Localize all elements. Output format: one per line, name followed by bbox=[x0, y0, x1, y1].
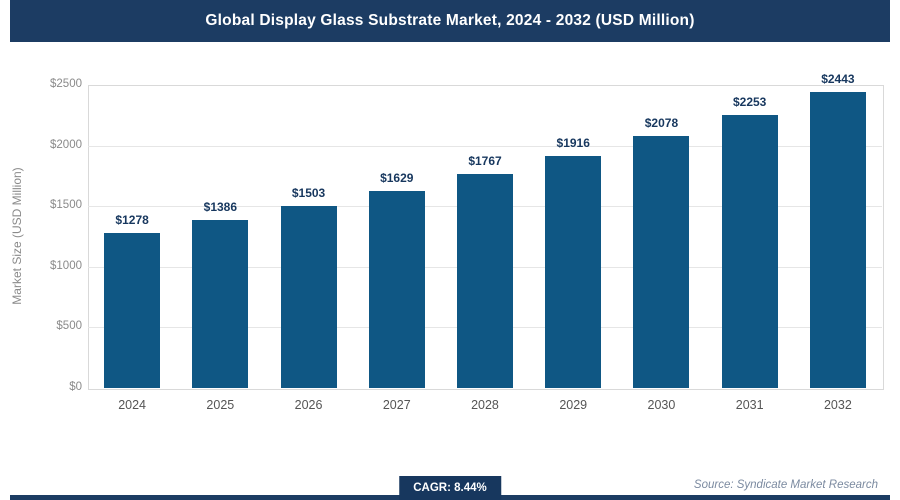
x-tick-label: 2026 bbox=[294, 398, 323, 412]
bar bbox=[192, 220, 249, 388]
bar bbox=[633, 136, 690, 388]
x-tick-label: 2028 bbox=[471, 398, 499, 412]
gridline bbox=[88, 145, 882, 147]
x-tick-label: 2029 bbox=[559, 398, 588, 412]
chart-title-bar: Global Display Glass Substrate Market, 2… bbox=[10, 0, 890, 42]
bar-value-label: $1278 bbox=[115, 213, 149, 228]
source-text: Source: Syndicate Market Research bbox=[693, 479, 878, 491]
y-tick-label: $0 bbox=[69, 381, 82, 393]
y-tick-label: $500 bbox=[56, 320, 82, 333]
y-tick-label: $1500 bbox=[50, 199, 82, 212]
bar-value-label: $1916 bbox=[556, 135, 590, 150]
y-tick-label: $2500 bbox=[50, 78, 82, 90]
cagr-label: CAGR: 8.44% bbox=[413, 482, 487, 494]
cagr-badge: CAGR: 8.44% bbox=[399, 476, 501, 500]
x-tick-label: 2027 bbox=[382, 398, 411, 412]
x-tick-label: 2030 bbox=[647, 398, 676, 412]
bar-value-label: $1503 bbox=[291, 185, 326, 200]
bar-value-label: $2253 bbox=[732, 94, 767, 109]
bar bbox=[809, 91, 866, 388]
bar bbox=[457, 173, 513, 388]
bar-value-label: $2443 bbox=[821, 71, 855, 86]
bar bbox=[545, 155, 602, 388]
x-tick-label: 2031 bbox=[735, 398, 764, 412]
y-tick-label: $2000 bbox=[50, 138, 82, 151]
y-axis-title: Market Size (USD Million) bbox=[10, 167, 24, 305]
y-tick-label: $1000 bbox=[50, 259, 82, 272]
bar-value-label: $1386 bbox=[203, 200, 238, 215]
x-tick-label: 2032 bbox=[823, 398, 852, 412]
bar bbox=[721, 114, 778, 388]
bar bbox=[104, 233, 161, 388]
chart-title: Global Display Glass Substrate Market, 2… bbox=[205, 12, 695, 29]
bar bbox=[280, 205, 337, 388]
bar bbox=[368, 190, 425, 388]
x-tick-label: 2024 bbox=[118, 398, 147, 412]
bar-value-label: $1767 bbox=[468, 153, 502, 168]
bar-value-label: $2078 bbox=[644, 116, 679, 131]
x-tick-label: 2025 bbox=[206, 398, 235, 412]
bar-value-label: $1629 bbox=[380, 170, 414, 185]
